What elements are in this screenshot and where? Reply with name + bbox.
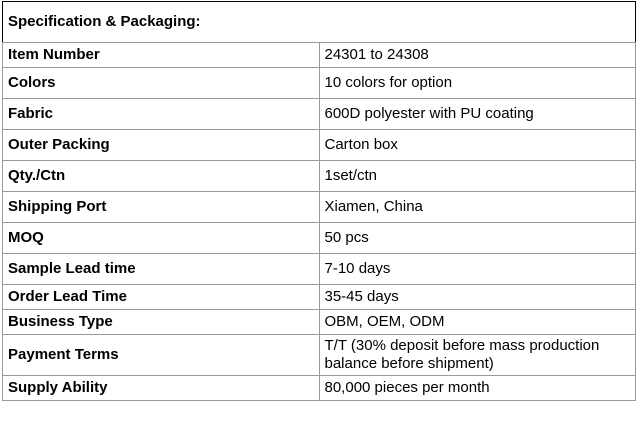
row-label: Sample Lead time bbox=[2, 253, 320, 285]
row-value: 1set/ctn bbox=[318, 160, 636, 192]
table-row: Payment Terms T/T (30% deposit before ma… bbox=[2, 334, 636, 376]
table-row: Fabric 600D polyester with PU coating bbox=[2, 98, 636, 130]
table-row: Order Lead Time 35-45 days bbox=[2, 284, 636, 310]
row-label: Supply Ability bbox=[2, 375, 320, 401]
row-value: Carton box bbox=[318, 129, 636, 161]
row-value: T/T (30% deposit before mass production … bbox=[318, 334, 636, 376]
row-value: OBM, OEM, ODM bbox=[318, 309, 636, 335]
spec-table: Specification & Packaging: Item Number 2… bbox=[2, 1, 636, 401]
row-label: Item Number bbox=[2, 42, 320, 68]
table-row: MOQ 50 pcs bbox=[2, 222, 636, 254]
row-label: Outer Packing bbox=[2, 129, 320, 161]
row-label: Fabric bbox=[2, 98, 320, 130]
row-value: 24301 to 24308 bbox=[318, 42, 636, 68]
row-label: Payment Terms bbox=[2, 334, 320, 376]
row-label: Qty./Ctn bbox=[2, 160, 320, 192]
table-row: Sample Lead time 7-10 days bbox=[2, 253, 636, 285]
table-row: Item Number 24301 to 24308 bbox=[2, 42, 636, 68]
row-value: 50 pcs bbox=[318, 222, 636, 254]
row-label: Shipping Port bbox=[2, 191, 320, 223]
table-title: Specification & Packaging: bbox=[2, 1, 636, 43]
table-row: Shipping Port Xiamen, China bbox=[2, 191, 636, 223]
table-row: Outer Packing Carton box bbox=[2, 129, 636, 161]
table-header-row: Specification & Packaging: bbox=[2, 1, 636, 43]
row-label: MOQ bbox=[2, 222, 320, 254]
row-value: 7-10 days bbox=[318, 253, 636, 285]
row-value: 10 colors for option bbox=[318, 67, 636, 99]
table-row: Qty./Ctn 1set/ctn bbox=[2, 160, 636, 192]
table-row: Colors 10 colors for option bbox=[2, 67, 636, 99]
table-row: Supply Ability 80,000 pieces per month bbox=[2, 375, 636, 401]
row-label: Business Type bbox=[2, 309, 320, 335]
row-label: Order Lead Time bbox=[2, 284, 320, 310]
row-value: 80,000 pieces per month bbox=[318, 375, 636, 401]
row-value: 600D polyester with PU coating bbox=[318, 98, 636, 130]
row-label: Colors bbox=[2, 67, 320, 99]
table-row: Business Type OBM, OEM, ODM bbox=[2, 309, 636, 335]
row-value: Xiamen, China bbox=[318, 191, 636, 223]
row-value: 35-45 days bbox=[318, 284, 636, 310]
